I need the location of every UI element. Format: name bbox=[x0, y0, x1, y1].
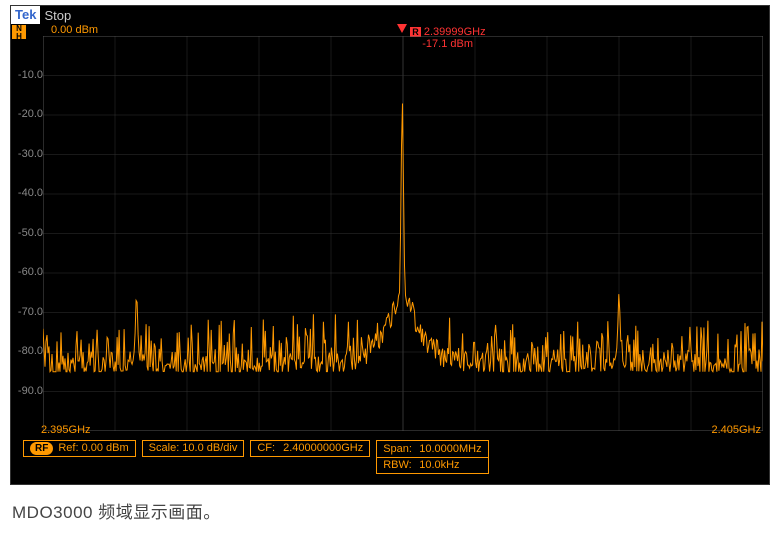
peak-marker bbox=[402, 24, 407, 33]
rf-badge: RF bbox=[30, 442, 53, 455]
y-tick-label: -50.0 bbox=[13, 227, 43, 239]
scope-display-frame: Tek Stop N H 0.00 dBm R 2.39999GHz -17.1… bbox=[10, 5, 770, 485]
span-label: Span: bbox=[383, 442, 419, 457]
marker-triangle-icon bbox=[397, 24, 407, 33]
freq-start-label: 2.395GHz bbox=[41, 424, 91, 436]
run-state: Stop bbox=[44, 8, 71, 23]
y-tick-label: -20.0 bbox=[13, 108, 43, 120]
ref-level-top: 0.00 dBm bbox=[51, 24, 98, 36]
y-tick-label: -70.0 bbox=[13, 306, 43, 318]
spectrum-svg bbox=[43, 36, 763, 431]
info-scale: Scale: 10.0 dB/div bbox=[142, 440, 245, 457]
info-cf: CF: 2.40000000GHz bbox=[250, 440, 370, 457]
y-tick-label: -40.0 bbox=[13, 187, 43, 199]
y-tick-label: -60.0 bbox=[13, 266, 43, 278]
ref-text: Ref: 0.00 dBm bbox=[58, 441, 128, 456]
info-span-rbw: Span: 10.0000MHz RBW: 10.0kHz bbox=[376, 440, 488, 474]
cf-label: CF: bbox=[257, 441, 275, 456]
y-tick-label: -80.0 bbox=[13, 345, 43, 357]
span-value: 10.0000MHz bbox=[419, 442, 481, 457]
tek-logo: Tek bbox=[11, 6, 40, 24]
bottom-info-bar: RF Ref: 0.00 dBm Scale: 10.0 dB/div CF: … bbox=[23, 440, 757, 474]
top-bar: Tek Stop bbox=[11, 6, 769, 24]
side-badges: N H bbox=[11, 24, 29, 41]
rbw-label: RBW: bbox=[383, 458, 419, 473]
y-tick-label: -30.0 bbox=[13, 148, 43, 160]
plot-area bbox=[43, 36, 763, 431]
rbw-value: 10.0kHz bbox=[419, 458, 459, 473]
info-ref: RF Ref: 0.00 dBm bbox=[23, 440, 136, 457]
info-span: Span: 10.0000MHz bbox=[376, 440, 488, 457]
y-tick-label: -90.0 bbox=[13, 385, 43, 397]
info-rbw: RBW: 10.0kHz bbox=[376, 457, 488, 474]
freq-end-label: 2.405GHz bbox=[711, 424, 761, 436]
badge-n: N H bbox=[11, 24, 27, 40]
y-tick-label: -10.0 bbox=[13, 69, 43, 81]
figure-caption: MDO3000 频域显示画面。 bbox=[12, 498, 221, 523]
cf-value: 2.40000000GHz bbox=[283, 441, 363, 456]
